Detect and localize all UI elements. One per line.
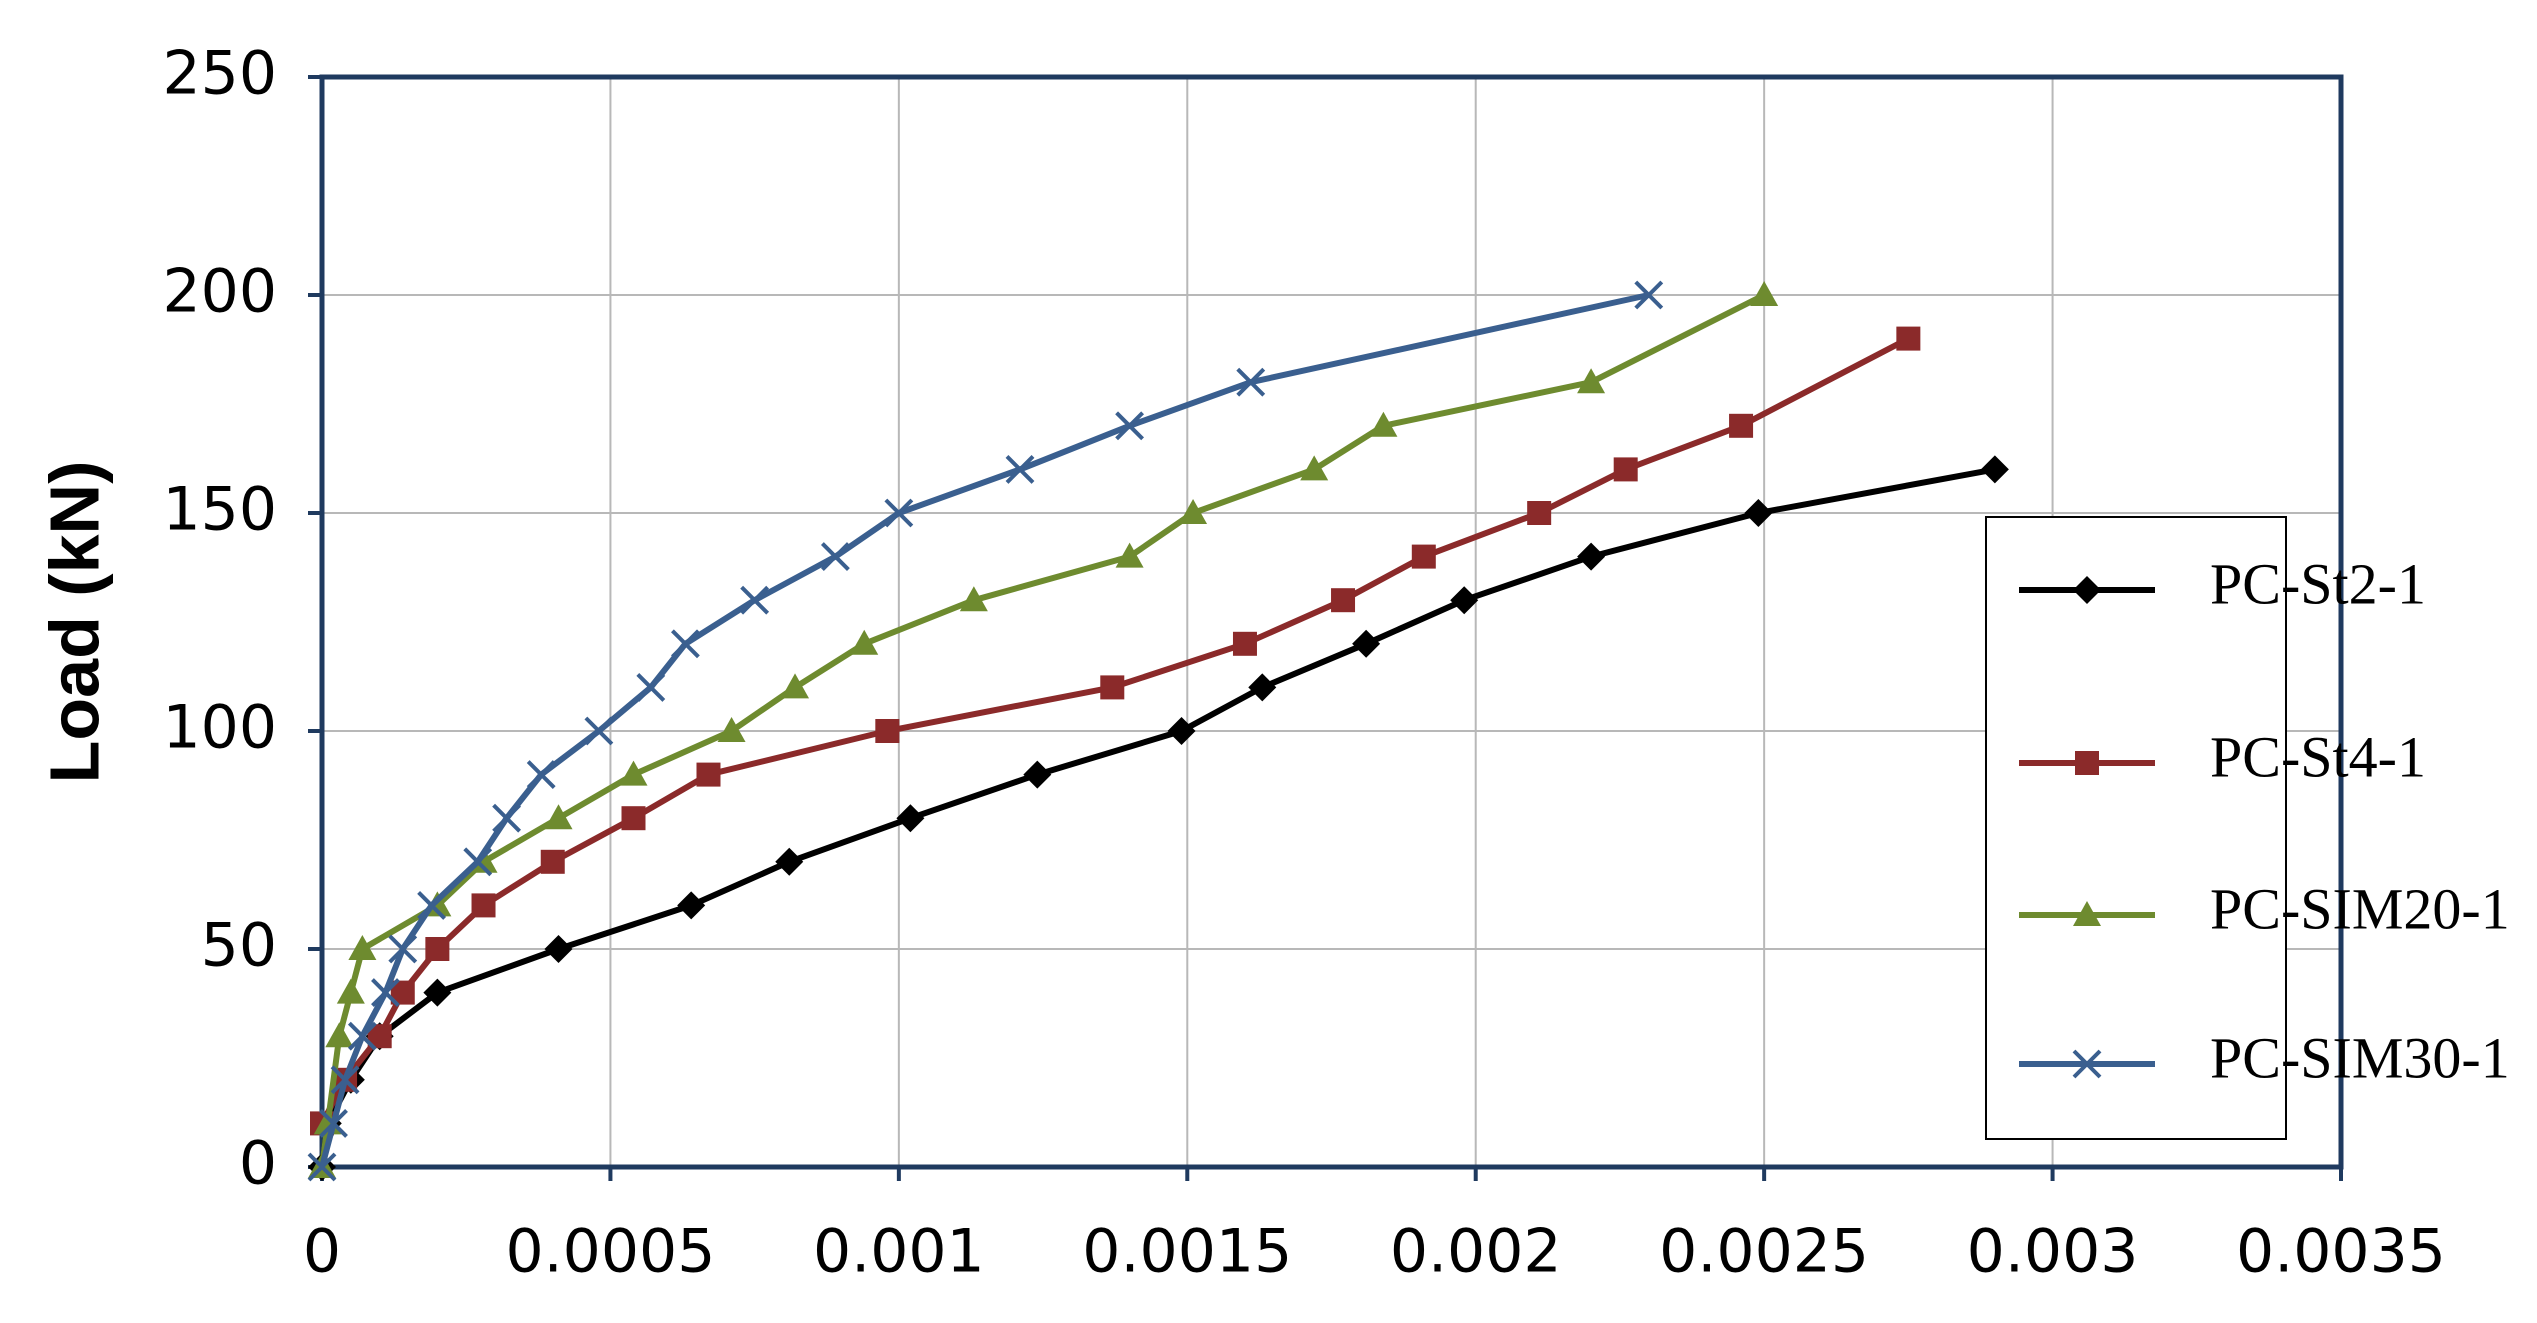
- legend-label: PC-SIM20-1: [2210, 876, 2510, 941]
- marker: [526, 760, 556, 790]
- marker: [544, 935, 573, 963]
- marker: [696, 762, 721, 787]
- marker: [1369, 411, 1398, 437]
- marker: [1005, 454, 1035, 484]
- marker: [1750, 281, 1779, 306]
- legend-label: PC-St2-1: [2210, 551, 2426, 616]
- legend-label: PC-St4-1: [2210, 724, 2426, 789]
- marker: [347, 1021, 377, 1051]
- legend-label: PC-SIM30-1: [2210, 1025, 2510, 1090]
- marker: [417, 890, 447, 920]
- marker: [471, 893, 496, 918]
- y-tick-label: 150: [162, 475, 277, 545]
- marker: [1248, 673, 1277, 702]
- marker: [1980, 455, 2009, 484]
- marker: [850, 629, 879, 655]
- marker: [1100, 675, 1125, 700]
- marker: [636, 672, 666, 702]
- marker: [781, 673, 810, 699]
- marker: [1023, 760, 1052, 789]
- marker: [371, 978, 400, 1008]
- y-tick-label: 250: [162, 39, 277, 109]
- marker: [875, 719, 900, 743]
- marker: [1167, 717, 1196, 745]
- marker: [775, 847, 804, 876]
- marker: [671, 629, 700, 659]
- marker: [423, 978, 452, 1007]
- marker: [2073, 901, 2101, 926]
- x-tick-label: 0.0005: [505, 1217, 715, 1287]
- marker: [1236, 367, 1266, 397]
- x-tick-label: 0.0015: [1082, 1217, 1292, 1287]
- y-tick-label: 0: [239, 1129, 277, 1199]
- marker: [1232, 631, 1257, 656]
- marker: [492, 803, 522, 833]
- marker: [307, 1152, 337, 1182]
- x-tick-label: 0.001: [813, 1217, 985, 1287]
- marker: [1450, 586, 1479, 615]
- plot-frame: [319, 74, 2344, 1170]
- series-line: [319, 292, 1650, 1168]
- y-tick-label: 100: [162, 693, 277, 763]
- marker: [740, 585, 770, 615]
- marker: [1115, 411, 1145, 441]
- legend-box: [1985, 516, 2287, 1140]
- marker: [348, 935, 377, 960]
- marker: [1613, 457, 1638, 482]
- marker: [717, 717, 746, 742]
- marker: [1331, 588, 1356, 613]
- marker: [388, 934, 418, 964]
- marker: [425, 937, 450, 961]
- marker: [584, 716, 614, 746]
- marker: [1300, 455, 1329, 481]
- marker: [2073, 576, 2101, 604]
- marker: [1729, 413, 1754, 438]
- marker: [1744, 499, 1773, 527]
- x-tick-label: 0.0025: [1659, 1217, 1869, 1287]
- marker: [1411, 544, 1436, 569]
- marker: [884, 498, 914, 528]
- marker: [540, 849, 565, 874]
- marker: [1577, 368, 1606, 394]
- y-axis-title: Load (kN): [35, 461, 113, 784]
- marker: [330, 1065, 360, 1095]
- marker: [544, 804, 573, 830]
- marker: [896, 804, 925, 833]
- marker: [1115, 542, 1144, 568]
- marker: [1634, 280, 1664, 310]
- x-tick-label: 0.0035: [2236, 1217, 2446, 1287]
- marker: [1352, 629, 1381, 658]
- marker: [621, 806, 646, 831]
- marker: [1527, 501, 1552, 525]
- marker: [2072, 1049, 2102, 1079]
- x-tick-label: 0.003: [1967, 1217, 2139, 1287]
- marker: [619, 760, 648, 786]
- y-tick-label: 200: [162, 257, 277, 327]
- marker: [959, 586, 988, 612]
- marker: [1896, 326, 1921, 351]
- y-tick-label: 50: [201, 911, 277, 981]
- marker: [2075, 751, 2099, 775]
- marker: [336, 978, 365, 1004]
- x-tick-label: 0: [303, 1217, 341, 1287]
- marker: [319, 1108, 348, 1138]
- marker: [325, 1022, 354, 1048]
- marker: [1577, 542, 1606, 571]
- marker: [463, 847, 493, 877]
- marker: [677, 891, 706, 920]
- marker: [1179, 499, 1208, 524]
- marker: [820, 542, 850, 572]
- x-tick-label: 0.002: [1390, 1217, 1562, 1287]
